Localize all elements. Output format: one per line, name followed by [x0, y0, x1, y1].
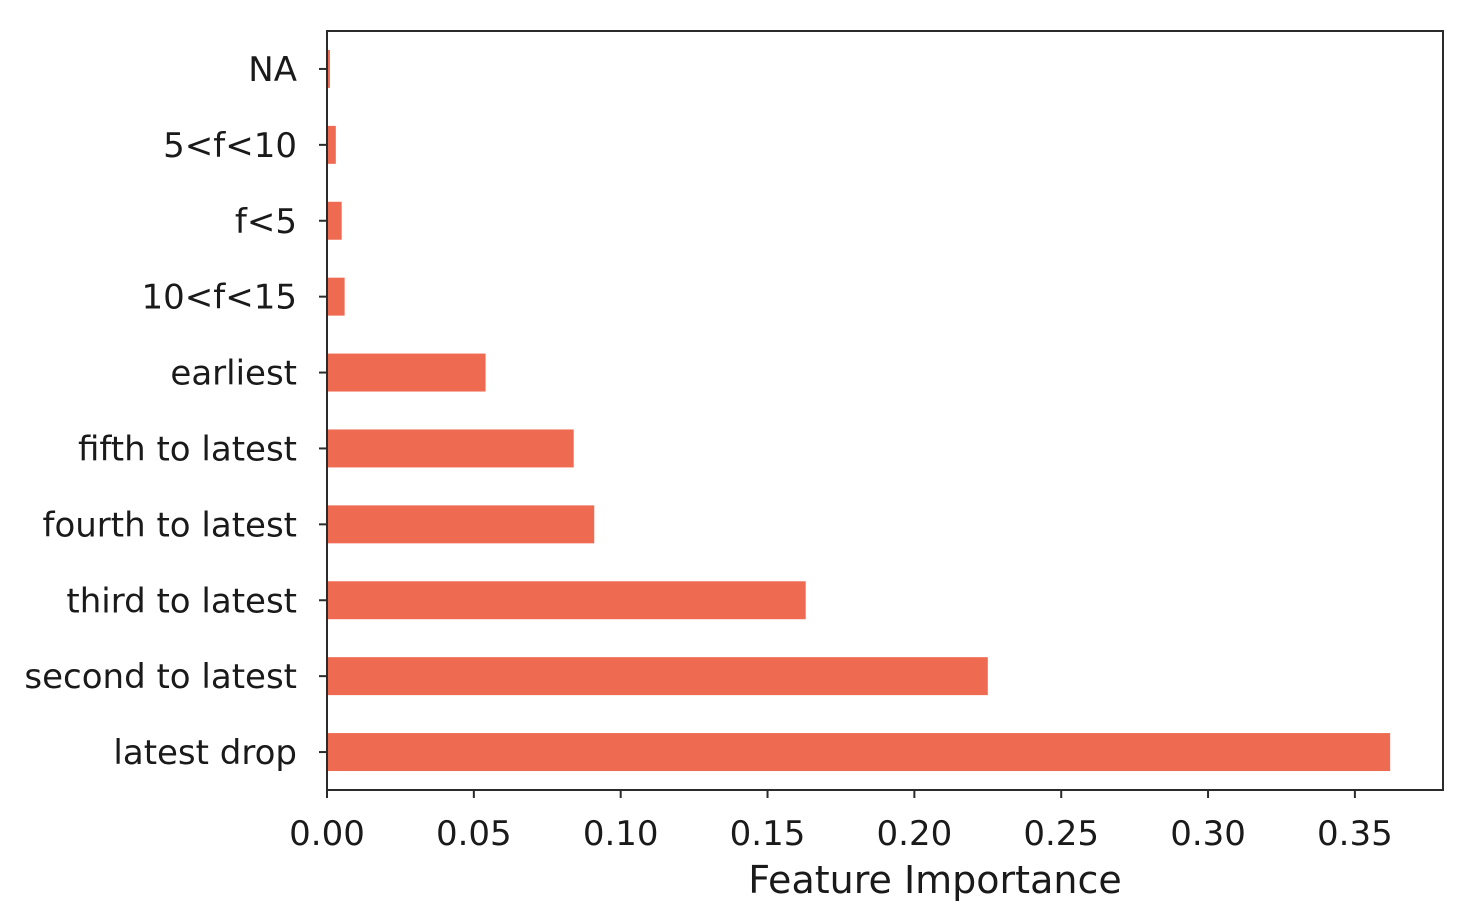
category-label-1: 5<f<10	[163, 126, 297, 166]
bar-5	[327, 429, 574, 468]
x-axis-label: Feature Importance	[748, 858, 1121, 902]
bar-2	[327, 201, 342, 240]
bars-group	[327, 49, 1391, 772]
bar-0	[327, 49, 330, 88]
x-tick-label-0: 0.00	[289, 814, 365, 854]
bar-6	[327, 505, 595, 544]
category-label-7: third to latest	[66, 581, 297, 621]
category-label-4: earliest	[170, 354, 297, 394]
bar-8	[327, 657, 988, 696]
bar-9	[327, 733, 1391, 772]
category-label-5: fifth to latest	[78, 429, 297, 469]
y-ticks-group	[319, 67, 327, 754]
category-label-9: latest drop	[113, 733, 297, 773]
x-tick-label-2: 0.10	[583, 814, 659, 854]
x-tick-label-1: 0.05	[436, 814, 512, 854]
x-tick-label-5: 0.25	[1023, 814, 1099, 854]
bar-3	[327, 277, 345, 316]
bar-1	[327, 125, 336, 164]
category-label-2: f<5	[235, 202, 297, 242]
category-label-8: second to latest	[24, 657, 297, 697]
category-label-3: 10<f<15	[142, 278, 297, 318]
x-tick-label-6: 0.30	[1170, 814, 1246, 854]
bar-7	[327, 581, 806, 620]
category-labels-group: NA 5<f<10 f<5 10<f<15 earliest fifth to lates…	[24, 50, 297, 773]
bar-4	[327, 353, 486, 392]
x-tick-label-3: 0.15	[730, 814, 806, 854]
x-tick-label-4: 0.20	[877, 814, 953, 854]
x-tick-label-7: 0.35	[1317, 814, 1393, 854]
category-label-6: fourth to latest	[42, 505, 297, 545]
category-label-0: NA	[248, 50, 297, 90]
plot-frame	[326, 30, 1444, 791]
x-ticks-group: 0.00 0.05 0.10 0.15 0.20 0.25 0.30 0.35	[289, 790, 1393, 854]
